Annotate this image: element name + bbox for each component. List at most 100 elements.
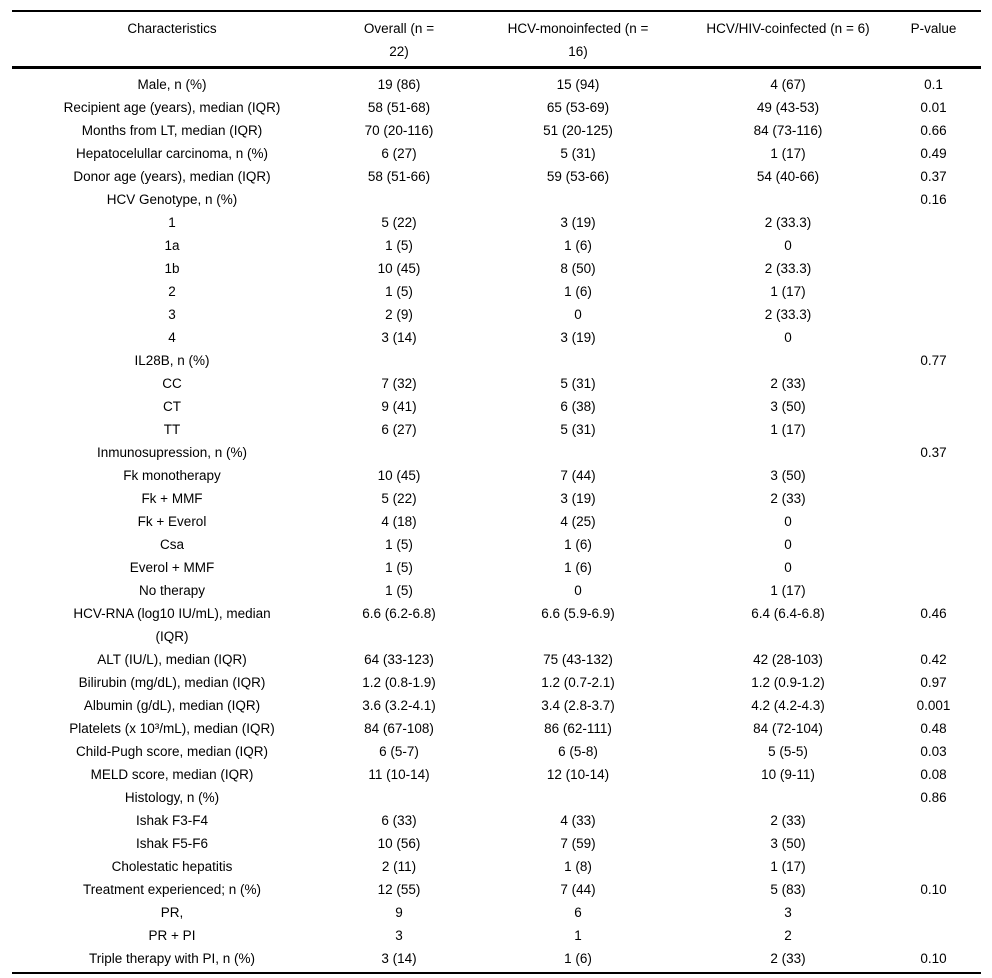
cell-overall: 11 (10-14) (368, 767, 430, 782)
cell-p: 0.10 (920, 882, 947, 897)
table-row: Triple therapy with PI, n (%) 3 (14) 1 (6)… (12, 947, 981, 973)
row-label: Inmunosupression, n (%) (96, 445, 248, 460)
cell-p (886, 556, 981, 579)
cell-co: 4 (67) (770, 77, 806, 92)
cell-mono: 3 (19) (560, 330, 596, 345)
row-label: 1b (164, 261, 180, 276)
cell-co: 0 (784, 537, 792, 552)
characteristics-table: Characteristics Overall (n = 22) HCV-mon… (12, 10, 981, 974)
cell-p (886, 510, 981, 533)
cell-mono (466, 786, 690, 809)
cell-overall: 6 (5-7) (379, 744, 419, 759)
cell-p (886, 464, 981, 487)
cell-mono: 1 (8) (564, 859, 592, 874)
cell-overall (332, 349, 466, 372)
cell-mono: 6 (574, 905, 582, 920)
table-row: PR + PI 3 1 2 (12, 924, 981, 947)
cell-mono: 3 (19) (560, 491, 596, 506)
cell-overall: 7 (32) (381, 376, 417, 391)
table-row: Csa 1 (5) 1 (6) 0 (12, 533, 981, 556)
cell-overall: 4 (18) (381, 514, 417, 529)
table-row: Ishak F5-F6 10 (56) 7 (59) 3 (50) (12, 832, 981, 855)
cell-mono: 1 (6) (564, 238, 592, 253)
row-label: 2 (168, 284, 176, 299)
table-row: Fk + MMF 5 (22) 3 (19) 2 (33) (12, 487, 981, 510)
table-row: 1a 1 (5) 1 (6) 0 (12, 234, 981, 257)
table-row: Hepatocelullar carcinoma, n (%) 6 (27) 5 (… (12, 142, 981, 165)
cell-co: 1 (17) (770, 583, 806, 598)
row-label: Bilirubin (mg/dL), median (IQR) (78, 675, 266, 690)
cell-mono: 1 (574, 928, 582, 943)
cell-overall: 5 (22) (381, 491, 417, 506)
table-row: Albumin (g/dL), median (IQR) 3.6 (3.2-4.1… (12, 694, 981, 717)
cell-mono: 3 (19) (560, 215, 596, 230)
table-row: Recipient age (years), median (IQR) 58 (5… (12, 96, 981, 119)
cell-p: 0.86 (920, 790, 947, 805)
cell-mono: 3.4 (2.8-3.7) (541, 698, 615, 713)
cell-p: 0.37 (920, 445, 947, 460)
cell-overall: 12 (55) (377, 882, 421, 897)
cell-co: 0 (784, 560, 792, 575)
cell-p: 0.10 (920, 951, 947, 966)
cell-p (886, 280, 981, 303)
cell-p (886, 533, 981, 556)
cell-p: 0.37 (920, 169, 947, 184)
cell-p (886, 234, 981, 257)
row-label: Fk + Everol (137, 514, 207, 529)
row-label: Csa (159, 537, 184, 552)
table-row: Male, n (%) 19 (86) 15 (94) 4 (67) 0.1 (12, 68, 981, 97)
cell-overall: 19 (86) (377, 77, 421, 92)
cell-co: 2 (33) (770, 376, 806, 391)
cell-mono: 6.6 (5.9-6.9) (541, 606, 615, 621)
cell-mono: 8 (50) (560, 261, 596, 276)
cell-mono: 5 (31) (560, 422, 596, 437)
cell-co: 3 (50) (770, 399, 806, 414)
cell-mono (466, 349, 690, 372)
cell-mono: 6 (5-8) (558, 744, 598, 759)
cell-co: 84 (73-116) (753, 123, 823, 138)
table-row: IL28B, n (%) 0.77 (12, 349, 981, 372)
cell-co: 49 (43-53) (756, 100, 820, 115)
cell-co (690, 786, 886, 809)
row-label: Child-Pugh score, median (IQR) (75, 744, 269, 759)
row-label: Everol + MMF (129, 560, 215, 575)
cell-mono: 7 (44) (560, 882, 596, 897)
cell-overall: 1 (5) (385, 284, 413, 299)
cell-mono: 0 (574, 307, 582, 322)
row-label: Triple therapy with PI, n (%) (88, 951, 256, 966)
table-row: Bilirubin (mg/dL), median (IQR) 1.2 (0.8-… (12, 671, 981, 694)
row-label: MELD score, median (IQR) (90, 767, 254, 782)
cell-overall: 58 (51-68) (367, 100, 431, 115)
row-label: CT (163, 399, 181, 414)
cell-mono: 4 (33) (560, 813, 596, 828)
cell-co: 2 (33) (770, 491, 806, 506)
header-p-value: P-value (910, 21, 957, 36)
table-row: Child-Pugh score, median (IQR) 6 (5-7) 6 (… (12, 740, 981, 763)
cell-co: 3 (784, 905, 792, 920)
cell-overall: 1 (5) (385, 583, 413, 598)
header-row: Characteristics Overall (n = 22) HCV-mon… (12, 11, 981, 68)
table-row: Ishak F3-F4 6 (33) 4 (33) 2 (33) (12, 809, 981, 832)
cell-co: 2 (33.3) (764, 215, 812, 230)
cell-mono (466, 441, 690, 464)
cell-overall: 1 (5) (385, 537, 413, 552)
cell-co: 10 (9-11) (761, 767, 815, 782)
table-row: HCV-RNA (log10 IU/mL), median (IQR) 6.6 (… (12, 602, 981, 648)
table-row: Histology, n (%) 0.86 (12, 786, 981, 809)
cell-p: 0.08 (920, 767, 947, 782)
cell-p (886, 832, 981, 855)
cell-p: 0.1 (924, 77, 943, 92)
cell-mono: 1.2 (0.7-2.1) (541, 675, 615, 690)
table-row: Treatment experienced; n (%) 12 (55) 7 (44… (12, 878, 981, 901)
cell-co (690, 441, 886, 464)
cell-p: 0.001 (916, 698, 951, 713)
table-row: PR, 9 6 3 (12, 901, 981, 924)
cell-p: 0.77 (920, 353, 947, 368)
table-row: Cholestatic hepatitis 2 (11) 1 (8) 1 (17) (12, 855, 981, 878)
cell-co: 84 (72-104) (753, 721, 823, 736)
cell-overall: 58 (51-66) (367, 169, 431, 184)
row-label: PR + PI (148, 928, 196, 943)
row-label: Histology, n (%) (124, 790, 220, 805)
cell-mono: 7 (59) (560, 836, 596, 851)
cell-p (886, 395, 981, 418)
